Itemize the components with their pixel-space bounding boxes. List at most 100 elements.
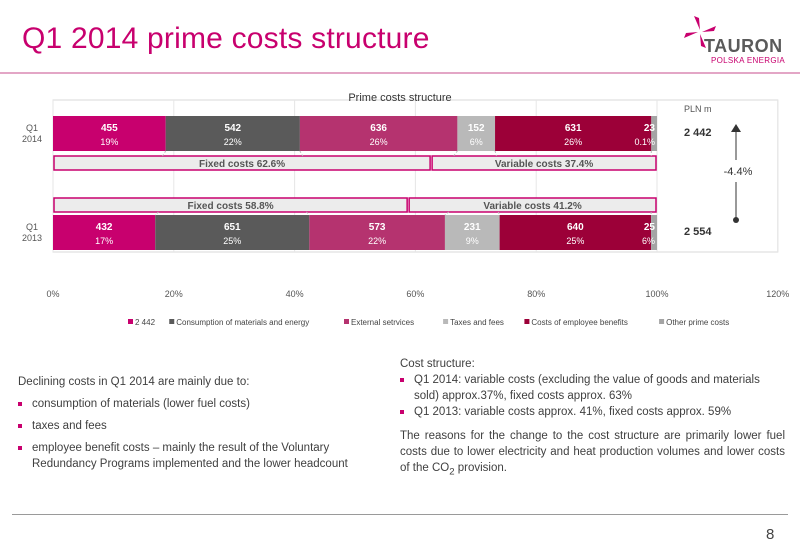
bar-segment: [53, 215, 156, 250]
share-label: 0.1%: [634, 137, 655, 147]
right-bullet: Q1 2014: variable costs (excluding the v…: [400, 372, 785, 404]
bar-segment: [309, 215, 445, 250]
paragraph-text-end: provision.: [454, 462, 507, 474]
total-label: 2 554: [684, 226, 712, 238]
value-label: 651: [224, 222, 241, 233]
value-label: 573: [369, 222, 386, 233]
right-paragraph: The reasons for the change to the cost s…: [400, 428, 785, 480]
share-label: 26%: [564, 137, 582, 147]
unit-label: PLN m: [684, 104, 712, 114]
value-label: 432: [96, 222, 113, 233]
bar-segment: [299, 116, 458, 151]
legend-label: Costs of employee benefits: [531, 318, 628, 327]
left-lead: Declining costs in Q1 2014 are mainly du…: [18, 376, 250, 388]
value-label: 25: [644, 222, 656, 233]
page-title: Q1 2014 prime costs structure: [22, 22, 430, 55]
connector-line: [154, 211, 159, 216]
change-label: -4.4%: [724, 166, 753, 178]
value-label: 23: [644, 123, 656, 134]
share-label: 25%: [566, 236, 584, 246]
connector-line: [494, 150, 497, 157]
variable-costs-box: [431, 155, 657, 171]
share-label: 22%: [224, 137, 242, 147]
left-commentary: Declining costs in Q1 2014 are mainly du…: [18, 374, 368, 472]
fixed-costs-box: [53, 197, 408, 213]
footer-divider: [12, 514, 788, 515]
share-label: 19%: [100, 137, 118, 147]
variable-costs-box: [408, 197, 657, 213]
fixed-costs-label: Fixed costs 58.8%: [187, 201, 273, 212]
x-tick-label: 80%: [527, 289, 545, 299]
prime-costs-chart: 0% 20% 40% 60% 80% 100% 120% Prime costs struct…: [22, 92, 789, 327]
legend-swatch: [443, 319, 449, 324]
page-number: 8: [766, 526, 775, 543]
value-label: 636: [370, 123, 387, 134]
bar-segment: [155, 215, 310, 250]
right-heading: Cost structure:: [400, 358, 475, 370]
legend-label: Consumption of materials and energy: [176, 318, 309, 327]
share-label: 9%: [466, 236, 479, 246]
bar-segment: [444, 215, 500, 250]
share-label: 22%: [368, 236, 386, 246]
x-tick-label: 60%: [406, 289, 424, 299]
bar-segment: [495, 116, 652, 151]
variable-costs-label: Variable costs 41.2%: [483, 201, 582, 212]
category-label: 2013: [22, 233, 42, 243]
value-label: 231: [464, 222, 481, 233]
legend-label: 2 442: [135, 318, 156, 327]
x-tick-label: 20%: [165, 289, 183, 299]
share-label: 26%: [370, 137, 388, 147]
share-label: 6%: [470, 137, 483, 147]
legend-swatch: [524, 319, 530, 324]
bar-segment: [457, 116, 496, 151]
connector-line: [444, 211, 449, 216]
legend-swatch: [344, 319, 349, 324]
x-tick-label: 120%: [766, 289, 789, 299]
value-label: 631: [565, 123, 582, 134]
logo-subtitle: POLSKA ENERGIA: [711, 56, 786, 65]
variable-costs-label: Variable costs 37.4%: [495, 159, 594, 170]
up-arrow-icon: [731, 124, 741, 132]
title-divider: [0, 72, 800, 74]
x-tick-label: 40%: [286, 289, 304, 299]
share-label: 25%: [223, 236, 241, 246]
arrow-origin-dot: [733, 217, 739, 223]
legend-swatch: [128, 319, 133, 324]
legend-label: External setrvices: [351, 318, 414, 327]
bar-segment: [651, 116, 657, 151]
total-label: 2 442: [684, 127, 712, 139]
legend-swatch: [659, 319, 665, 324]
x-tick-label: 0%: [46, 289, 59, 299]
legend-swatch: [169, 319, 175, 324]
paragraph-text: The reasons for the change to the cost s…: [400, 430, 785, 474]
chart-title: Prime costs structure: [348, 92, 451, 104]
bar-segment: [165, 116, 300, 151]
value-label: 640: [567, 222, 584, 233]
fixed-costs-box: [53, 155, 431, 171]
left-bullet: employee benefit costs – mainly the resu…: [18, 440, 368, 472]
connector-line: [497, 211, 501, 216]
value-label: 152: [468, 123, 485, 134]
legend-label: Other prime costs: [666, 318, 729, 327]
connector-line: [453, 150, 458, 157]
share-label: 6%: [642, 236, 655, 246]
right-bullet: Q1 2013: variable costs approx. 41%, fix…: [400, 404, 785, 420]
category-label: Q1: [26, 123, 38, 133]
fixed-costs-label: Fixed costs 62.6%: [199, 159, 285, 170]
connector-line: [306, 211, 310, 216]
value-label: 455: [101, 123, 118, 134]
right-commentary: Cost structure: Q1 2014: variable costs …: [400, 356, 785, 480]
legend-label: Taxes and fees: [450, 318, 504, 327]
value-label: 542: [224, 123, 241, 134]
left-bullet: consumption of materials (lower fuel cos…: [18, 396, 368, 412]
logo-wordmark: TAURON: [704, 36, 783, 56]
bar-segment: [53, 116, 166, 151]
bar-segment: [651, 215, 657, 250]
x-tick-label: 100%: [645, 289, 668, 299]
tauron-logo-icon: [684, 16, 716, 48]
connector-line: [299, 150, 304, 157]
category-label: 2014: [22, 134, 42, 144]
category-label: Q1: [26, 222, 38, 232]
left-bullet: taxes and fees: [18, 418, 368, 434]
share-label: 17%: [95, 236, 113, 246]
